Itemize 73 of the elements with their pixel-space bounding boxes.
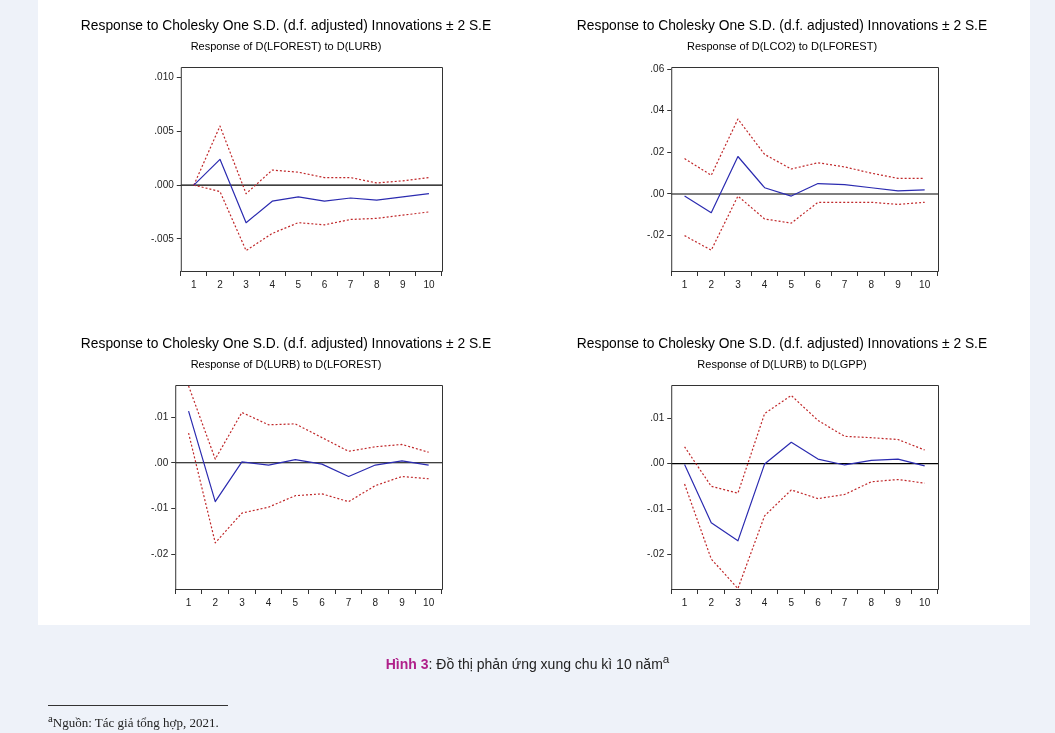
line-series	[683, 195, 926, 251]
x-tick-label: 4	[761, 278, 768, 290]
x-tick-label: 4	[761, 596, 768, 608]
x-tick-label: 2	[217, 278, 224, 290]
x-tick-label: 2	[212, 596, 219, 608]
y-tick-label: -.02	[647, 548, 665, 560]
y-tick-label: .04	[650, 104, 665, 116]
x-tick-label: 6	[815, 278, 822, 290]
x-tick-label: 6	[321, 278, 328, 290]
line-series	[683, 478, 926, 589]
x-tick-label: 3	[735, 278, 742, 290]
y-tick-label: .01	[154, 410, 169, 422]
y-tick-label: -.005	[151, 232, 175, 244]
x-tick-label: 3	[735, 596, 742, 608]
chart-title: Response to Cholesky One S.D. (d.f. adjusted) Innovations ± 2 S.E	[575, 334, 989, 351]
y-tick-label: .01	[650, 411, 665, 423]
y-tick-label: .02	[650, 146, 665, 158]
x-tick-label: 5	[292, 596, 299, 608]
x-tick-label: 3	[239, 596, 246, 608]
y-tick-label: -.01	[151, 502, 169, 514]
line-series	[683, 394, 926, 494]
y-tick-label: .00	[650, 457, 665, 469]
x-tick-label: 1	[185, 596, 192, 608]
x-tick-label: 9	[399, 596, 406, 608]
y-tick-label: .005	[154, 125, 175, 137]
chart-title: Response to Cholesky One S.D. (d.f. adjusted) Innovations ± 2 S.E	[79, 334, 493, 351]
line-series	[187, 385, 430, 460]
x-tick-label: 10	[919, 596, 931, 608]
y-tick-label: .000	[154, 178, 175, 190]
x-tick-label: 9	[895, 278, 902, 290]
x-tick-label: 9	[400, 278, 407, 290]
x-tick-label: 8	[868, 278, 875, 290]
x-tick-label: 4	[265, 596, 272, 608]
x-tick-label: 9	[895, 596, 902, 608]
y-tick-label: -.01	[647, 502, 665, 514]
chart-subtitle: Response of D(LURB) to D(LGPP)	[696, 358, 868, 370]
x-tick-label: 8	[868, 596, 875, 608]
x-tick-label: 4	[269, 278, 276, 290]
x-tick-label: 5	[788, 278, 795, 290]
x-tick-label: 10	[423, 278, 435, 290]
chart-title: Response to Cholesky One S.D. (d.f. adjusted) Innovations ± 2 S.E	[575, 16, 989, 33]
y-tick-label: .00	[154, 456, 169, 468]
x-tick-label: 7	[841, 278, 848, 290]
y-tick-label: .00	[650, 187, 665, 199]
text: Hình 3: Đồ thị phản ứng xung chu kì 10 năm$^{a}$	[384, 652, 671, 672]
x-tick-label: 7	[841, 596, 848, 608]
x-tick-label: 2	[708, 596, 715, 608]
x-tick-label: 7	[347, 278, 354, 290]
x-tick-label: 6	[815, 596, 822, 608]
x-tick-label: 3	[243, 278, 250, 290]
x-tick-label: 1	[681, 596, 688, 608]
x-tick-label: 1	[681, 278, 688, 290]
x-tick-label: 10	[919, 278, 931, 290]
chart-subtitle: Response of D(LCO2) to D(LFOREST)	[685, 40, 879, 52]
text: $^{a}$Nguồn: Tác giả tổng hợp, 2021.	[48, 705, 228, 732]
y-tick-label: -.02	[151, 547, 169, 559]
x-tick-label: 7	[345, 596, 352, 608]
x-tick-label: 10	[423, 596, 435, 608]
x-tick-label: 1	[191, 278, 198, 290]
chart-subtitle: Response of D(LFOREST) to D(LURB)	[189, 40, 383, 52]
x-tick-label: 5	[295, 278, 302, 290]
y-tick-label: .06	[650, 62, 665, 74]
chart-subtitle: Response of D(LURB) to D(LFOREST)	[189, 358, 383, 370]
line-series	[187, 432, 430, 544]
chart-title: Response to Cholesky One S.D. (d.f. adjusted) Innovations ± 2 S.E	[79, 16, 493, 33]
x-tick-label: 8	[373, 278, 380, 290]
y-tick-label: -.02	[647, 229, 665, 241]
x-tick-label: 8	[372, 596, 379, 608]
x-tick-label: 5	[788, 596, 795, 608]
line-series	[683, 118, 926, 179]
x-tick-label: 6	[319, 596, 326, 608]
x-tick-label: 2	[708, 278, 715, 290]
y-tick-label: .010	[154, 71, 175, 83]
